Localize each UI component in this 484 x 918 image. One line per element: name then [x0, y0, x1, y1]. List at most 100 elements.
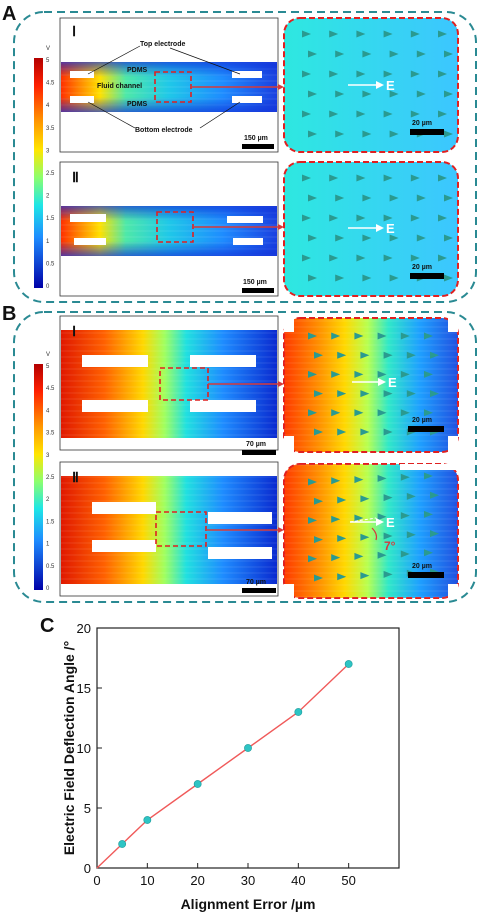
svg-text:Ⅰ: Ⅰ [72, 323, 76, 339]
svg-text:20 µm: 20 µm [412, 120, 432, 127]
chart-data-point [294, 708, 303, 716]
chart-data-point [143, 816, 152, 824]
field-arrow [438, 214, 447, 222]
svg-text:70 µm: 70 µm [246, 441, 266, 448]
field-arrow [314, 351, 323, 359]
field-arrow [331, 409, 341, 417]
field-arrow [406, 390, 416, 398]
field-arrow [302, 254, 311, 262]
field-arrow [383, 70, 393, 78]
panel-letter-a: A [2, 3, 16, 25]
field-arrow [362, 130, 372, 138]
field-arrow [377, 551, 387, 559]
field-arrow [362, 274, 372, 282]
field-arrow [400, 512, 410, 520]
field-arrow [438, 30, 447, 38]
field-arrow [410, 70, 420, 78]
colorbar-a: V 5 4.5 4 3.5 3 2.5 2 1.5 1 0.5 0 [34, 46, 55, 290]
panel-b-ii-zoom: E 7° 20 µm [283, 463, 459, 599]
field-arrow [314, 574, 323, 582]
field-arrow [389, 130, 399, 138]
field-arrow [430, 351, 439, 359]
field-arrow [400, 409, 410, 417]
field-arrow [377, 370, 387, 378]
y-tick-label: 15 [77, 681, 91, 696]
field-arrow [308, 555, 317, 563]
field-arrow [383, 428, 393, 436]
colorbar-tick-label: 0.5 [46, 261, 55, 267]
svg-text:E: E [386, 221, 395, 236]
field-arrow [383, 30, 393, 38]
svg-text:150 µm: 150 µm [244, 135, 268, 142]
svg-text:PDMS: PDMS [127, 67, 148, 74]
svg-text:E: E [386, 78, 395, 93]
field-arrow [337, 534, 347, 542]
field-arrow [308, 130, 317, 138]
field-arrow [424, 549, 433, 557]
panel-a-ii-zoom: E 20 µm [283, 161, 459, 297]
panel-letter-b: B [2, 303, 16, 325]
field-arrow [335, 130, 345, 138]
x-tick-label: 50 [341, 873, 355, 888]
field-arrow [302, 70, 311, 78]
colorbar-tick-label: 2.5 [46, 475, 55, 481]
x-tick-label: 40 [291, 873, 305, 888]
field-arrow [389, 194, 399, 202]
field-arrow [360, 495, 370, 503]
field-arrow [416, 234, 426, 242]
field-arrow [331, 554, 341, 562]
field-arrow [362, 50, 372, 58]
field-arrow [331, 515, 341, 523]
label-top-electrode: Top electrode [140, 41, 185, 48]
field-arrow [354, 514, 364, 522]
field-arrow [406, 531, 416, 539]
field-arrow [444, 130, 453, 138]
field-arrow [331, 477, 341, 485]
colorbar-tick-label: 1 [46, 542, 50, 548]
field-arrow [354, 370, 364, 378]
field-arrow [329, 30, 339, 38]
chart-data-point [344, 660, 353, 668]
field-arrow [377, 332, 387, 340]
bottom-electrode-right [232, 96, 262, 103]
field-arrow [335, 194, 345, 202]
field-arrow [335, 50, 345, 58]
colorbar-tick-label: 4.5 [46, 81, 55, 87]
svg-text:20 µm: 20 µm [412, 264, 432, 271]
panel-a-frame [13, 11, 477, 303]
panel-b-frame [13, 311, 477, 603]
panel-b-ii-simulation: Ⅱ 70 µm [59, 461, 279, 597]
field-arrow [331, 332, 341, 340]
colorbar-tick-label: 4 [46, 408, 50, 414]
x-tick-label: 0 [93, 873, 100, 888]
field-arrow [302, 30, 311, 38]
zoom-region-b-ii [155, 511, 207, 547]
svg-text:V: V [46, 352, 50, 358]
colorbar-tick-label: 5 [46, 364, 50, 370]
field-arrow [308, 516, 317, 524]
chart-data-point [118, 840, 127, 848]
field-arrow [356, 70, 366, 78]
field-arrow [444, 194, 453, 202]
field-arrow [362, 234, 372, 242]
field-arrow [444, 234, 453, 242]
colorbar-tick-label: 2 [46, 194, 50, 200]
field-arrow [308, 478, 317, 486]
top-electrode-left [70, 71, 94, 78]
field-arrow [308, 90, 317, 98]
colorbar-tick-label: 2.5 [46, 171, 55, 177]
field-arrow [314, 428, 323, 436]
field-arrow [424, 510, 433, 518]
colorbar-tick-label: 2 [46, 497, 50, 503]
colorbar-tick-label: 3 [46, 148, 50, 154]
field-arrow [329, 214, 339, 222]
field-arrow [354, 552, 364, 560]
colorbar-tick-label: 3.5 [46, 126, 55, 132]
field-arrow [424, 472, 433, 480]
field-arrow [360, 390, 370, 398]
field-arrow [383, 214, 393, 222]
svg-text:Ⅰ: Ⅰ [72, 23, 76, 39]
field-arrow [424, 332, 433, 340]
field-arrow [302, 214, 311, 222]
